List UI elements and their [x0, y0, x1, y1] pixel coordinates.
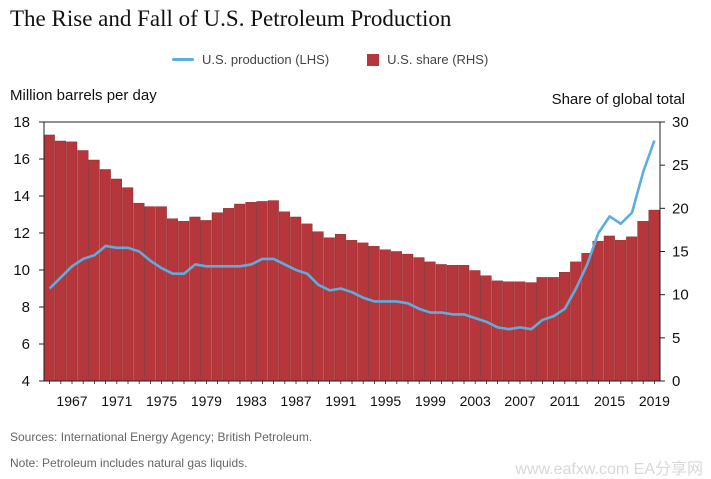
- bar-2007: [514, 281, 526, 382]
- y-axis-right-label: Share of global total: [551, 91, 685, 108]
- x-tick-1975: 1975: [146, 393, 177, 409]
- bar-1980: [211, 212, 223, 382]
- bar-1978: [189, 216, 201, 382]
- bar-2003: [469, 270, 481, 382]
- x-tick-1967: 1967: [56, 393, 87, 409]
- bar-1973: [133, 202, 145, 382]
- y-right-tick-5: 5: [672, 330, 680, 347]
- bar-1968: [77, 150, 89, 382]
- bar-1975: [155, 206, 167, 382]
- y-left-tick-4: 4: [22, 373, 30, 390]
- legend-line-swatch: [172, 58, 194, 61]
- bar-2010: [547, 277, 559, 382]
- bar-1996: [391, 251, 403, 382]
- bar-1967: [66, 141, 78, 382]
- watermark: www.eafxw.com EA分享网: [515, 461, 703, 478]
- y-axis-left-label: Million barrels per day: [10, 87, 157, 104]
- bar-1986: [279, 211, 291, 382]
- bar-2001: [447, 265, 459, 382]
- bar-1987: [290, 216, 302, 382]
- bar-1976: [166, 218, 178, 382]
- x-tick-1999: 1999: [415, 393, 446, 409]
- x-tick-1983: 1983: [236, 393, 267, 409]
- bar-2015: [603, 235, 615, 382]
- bar-1970: [99, 169, 111, 382]
- x-tick-1979: 1979: [191, 393, 222, 409]
- bar-1992: [346, 240, 358, 382]
- x-tick-2007: 2007: [504, 393, 535, 409]
- bar-2005: [491, 280, 503, 382]
- bar-1990: [323, 237, 335, 382]
- y-right-tick-0: 0: [672, 373, 680, 390]
- y-left-tick-18: 18: [13, 114, 30, 131]
- bar-1966: [55, 140, 67, 382]
- x-tick-1987: 1987: [280, 393, 311, 409]
- bar-1983: [245, 202, 257, 382]
- bar-1997: [402, 253, 414, 382]
- bar-1988: [301, 223, 313, 382]
- x-tick-1995: 1995: [370, 393, 401, 409]
- y-right-tick-15: 15: [672, 244, 689, 261]
- y-right-tick-25: 25: [672, 157, 689, 174]
- bar-1984: [256, 201, 268, 382]
- legend: U.S. production (LHS) U.S. share (RHS): [172, 52, 488, 67]
- x-tick-1971: 1971: [101, 393, 132, 409]
- petroleum-note: Note: Petroleum includes natural gas liq…: [10, 456, 248, 470]
- production-line: [48, 140, 656, 331]
- chart-title: The Rise and Fall of U.S. Petroleum Prod…: [10, 6, 452, 31]
- bar-1999: [424, 261, 436, 382]
- bar-1991: [335, 234, 347, 382]
- bar-1993: [357, 242, 369, 382]
- sources-note: Sources: International Energy Agency; Br…: [10, 430, 313, 444]
- bar-1979: [200, 220, 212, 382]
- x-tick-2003: 2003: [460, 393, 491, 409]
- bar-2014: [592, 240, 604, 382]
- x-tick-2015: 2015: [594, 393, 625, 409]
- legend-bar-label: U.S. share (RHS): [387, 52, 489, 67]
- y-right-tick-30: 30: [672, 114, 689, 131]
- y-right-tick-10: 10: [672, 287, 689, 304]
- bar-1981: [222, 208, 234, 382]
- bar-1965: [43, 134, 55, 382]
- y-left-tick-8: 8: [22, 299, 30, 316]
- bar-2011: [559, 272, 571, 382]
- legend-bar-swatch: [367, 53, 380, 66]
- x-tick-2019: 2019: [639, 393, 670, 409]
- bar-2004: [480, 275, 492, 382]
- x-tick-1991: 1991: [325, 393, 356, 409]
- bar-2000: [435, 264, 447, 382]
- bar-1982: [234, 203, 246, 382]
- bar-1974: [144, 206, 156, 382]
- bar-2019: [648, 209, 660, 382]
- x-tick-2011: 2011: [550, 393, 580, 409]
- bar-1989: [312, 231, 324, 382]
- bar-2018: [637, 221, 649, 382]
- bar-2002: [458, 265, 470, 382]
- bar-1972: [122, 187, 134, 382]
- y-left-tick-14: 14: [13, 188, 30, 205]
- bar-1969: [88, 159, 100, 382]
- legend-line-label: U.S. production (LHS): [202, 52, 330, 67]
- y-left-tick-10: 10: [13, 262, 30, 279]
- bar-2017: [626, 236, 638, 382]
- bar-1995: [379, 249, 391, 382]
- bar-1977: [178, 221, 190, 382]
- y-left-tick-6: 6: [22, 336, 30, 353]
- bar-1998: [413, 257, 425, 382]
- bar-1971: [110, 178, 122, 382]
- bar-2009: [536, 277, 548, 382]
- bar-2008: [525, 282, 537, 382]
- bar-1994: [368, 246, 380, 382]
- bar-2006: [503, 281, 515, 382]
- bar-1985: [267, 200, 279, 382]
- y-right-tick-20: 20: [672, 200, 689, 217]
- y-left-tick-12: 12: [13, 225, 30, 242]
- y-left-tick-16: 16: [13, 151, 30, 168]
- bar-2016: [615, 240, 627, 382]
